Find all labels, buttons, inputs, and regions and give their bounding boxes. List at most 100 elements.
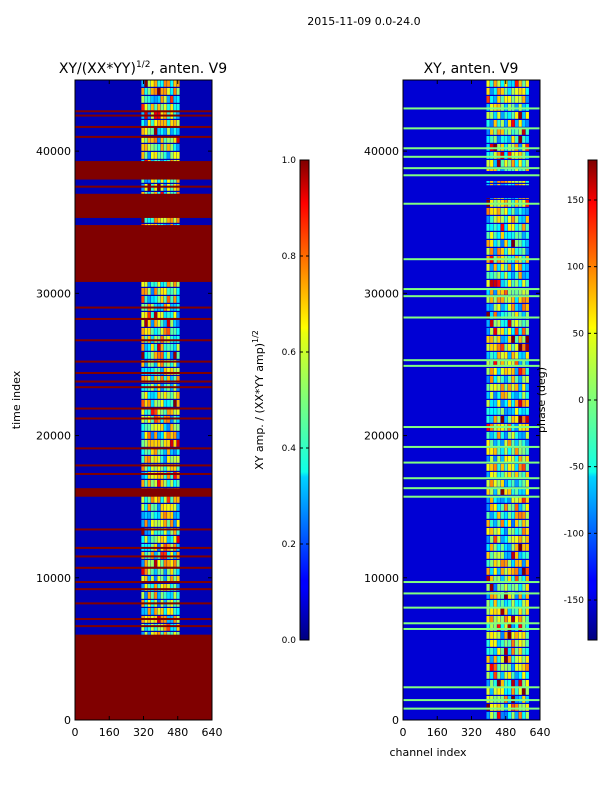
heatmap-cell [490, 712, 494, 719]
heatmap-cell [493, 104, 497, 111]
heatmap-cell [507, 528, 512, 535]
heatmap-cell [518, 312, 522, 319]
heatmap-cell [511, 616, 515, 623]
title-phase: XY, anten. V9 [424, 61, 519, 77]
heatmap-cell [154, 624, 158, 631]
flagged-row [75, 546, 212, 549]
heatmap-cell [522, 664, 526, 671]
heatmap-cell [160, 392, 164, 399]
heatmap-cell [144, 520, 148, 527]
heatmap-cell [525, 344, 529, 351]
heatmap-cell [511, 592, 515, 599]
heatmap-cell [525, 400, 529, 407]
heatmap-cell [518, 600, 522, 607]
heatmap-cell [167, 144, 170, 151]
heatmap-cell [511, 568, 515, 575]
flagged-row [75, 602, 212, 605]
flagged-row [403, 147, 540, 150]
heatmap-cell [167, 592, 170, 599]
heatmap-cell [147, 328, 151, 335]
heatmap-cell [504, 576, 508, 583]
heatmap-cell [141, 136, 145, 143]
heatmap-cell [141, 552, 145, 559]
heatmap-cell [515, 480, 519, 487]
heatmap-cell [497, 320, 501, 327]
heatmap-cell [147, 376, 151, 383]
heatmap-cell [507, 480, 512, 487]
heatmap-cell [518, 672, 522, 679]
heatmap-cell [500, 680, 504, 687]
heatmap-cell [176, 152, 180, 159]
heatmap-cell [167, 552, 170, 559]
heatmap-cell [493, 80, 497, 87]
heatmap-cell [490, 568, 494, 575]
heatmap-cell [511, 632, 515, 639]
heatmap-cell [147, 296, 151, 303]
heatmap-cell [163, 280, 167, 287]
heatmap-cell [518, 544, 522, 551]
heatmap-cell [147, 528, 151, 535]
heatmap-cell [167, 624, 170, 631]
heatmap-cell [163, 400, 167, 407]
heatmap-cell [522, 432, 526, 439]
heatmap-cell [150, 120, 154, 127]
heatmap-cell [497, 392, 501, 399]
heatmap-cell [144, 216, 148, 223]
colorbar-amplitude-ticks: 0.00.20.40.60.81.0 [282, 156, 309, 646]
heatmap-cell [497, 248, 501, 255]
heatmap-cell [170, 520, 174, 527]
colorbar-amplitude-bar [299, 159, 310, 641]
heatmap-cell [176, 624, 180, 631]
heatmap-cell [525, 456, 529, 463]
heatmap-cell [493, 616, 497, 623]
colorbar-tick-label: 50 [573, 329, 585, 339]
heatmap-cell [167, 464, 170, 471]
heatmap-cell [173, 520, 177, 527]
heatmap-cell [507, 232, 512, 239]
heatmap-cell [500, 112, 504, 119]
heatmap-cell [144, 560, 148, 567]
heatmap-cell [515, 96, 519, 103]
heatmap-cell [144, 88, 148, 95]
heatmap-cell [497, 496, 501, 503]
heatmap-cell [490, 648, 494, 655]
heatmap-cell [167, 520, 170, 527]
heatmap-cell [500, 352, 504, 359]
flagged-row [75, 472, 212, 475]
heatmap-cell [525, 416, 529, 423]
heatmap-cell [522, 544, 526, 551]
heatmap-cell [486, 640, 490, 647]
heatmap-cell [515, 208, 519, 215]
heatmap-cell [160, 144, 164, 151]
heatmap-cell [170, 480, 174, 487]
flagged-row [75, 417, 212, 420]
heatmap-cell [141, 120, 145, 127]
heatmap-cell [497, 336, 501, 343]
heatmap-cell [511, 240, 515, 247]
heatmap-cell [511, 328, 515, 335]
heatmap-cell [163, 472, 167, 479]
heatmap-cell [170, 472, 174, 479]
heatmap-cell [490, 544, 494, 551]
heatmap-cell [176, 456, 180, 463]
heatmap-cell [147, 568, 151, 575]
heatmap-cell [154, 472, 158, 479]
heatmap-cell [486, 264, 490, 271]
heatmap-cell [515, 472, 519, 479]
heatmap-cell [493, 440, 497, 447]
heatmap-cell [176, 608, 180, 615]
heatmap-cell [141, 312, 145, 319]
heatmap-cell [507, 624, 512, 631]
heatmap-cell [160, 608, 164, 615]
heatmap-cell [154, 216, 158, 223]
heatmap-cell [486, 664, 490, 671]
heatmap-cell [518, 640, 522, 647]
heatmap-cell [173, 312, 177, 319]
heatmap-cell [144, 152, 148, 159]
heatmap-cell [507, 304, 512, 311]
y-tick-label: 30000 [364, 287, 399, 300]
heatmap-cell [150, 440, 154, 447]
heatmap-cell [160, 96, 164, 103]
heatmap-cell [493, 520, 497, 527]
heatmap-cell [170, 152, 174, 159]
